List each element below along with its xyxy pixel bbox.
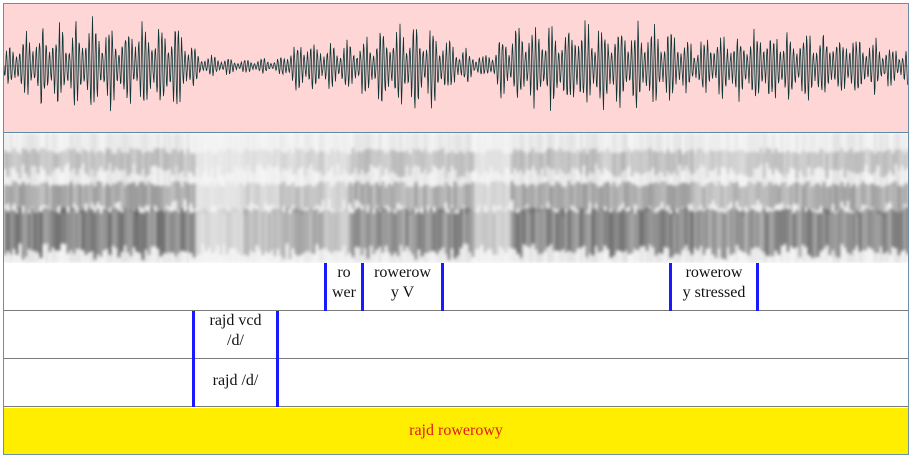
boundary-marker[interactable] xyxy=(756,263,759,311)
label-rowerow-y-stressed[interactable]: rowerow y stressed xyxy=(682,264,746,301)
boundary-marker[interactable] xyxy=(276,359,279,407)
tier-syllable[interactable]: ro wer rowerow y V rowerow y stressed xyxy=(4,263,908,311)
boundary-marker[interactable] xyxy=(669,263,672,311)
waveform-trace xyxy=(4,16,908,112)
boundary-marker[interactable] xyxy=(192,311,195,359)
label-ro-wer[interactable]: ro wer xyxy=(332,264,356,301)
spectrogram-panel[interactable] xyxy=(4,133,908,264)
tier-voicing[interactable]: rajd vcd /d/ xyxy=(4,311,908,359)
sentence-label[interactable]: rajd rowerowy xyxy=(409,422,503,439)
label-rajd-vcd[interactable]: rajd vcd /d/ xyxy=(209,312,262,349)
tier-sentence[interactable]: rajd rowerowy xyxy=(4,408,908,454)
boundary-marker[interactable] xyxy=(192,359,195,407)
tier-phoneme[interactable]: rajd /d/ xyxy=(4,359,908,407)
waveform-panel[interactable] xyxy=(4,4,908,133)
label-rowerow-y-v[interactable]: rowerow y V xyxy=(374,264,431,301)
spectrogram-image xyxy=(4,133,908,263)
praat-textgrid-editor: ro wer rowerow y V rowerow y stressed ra… xyxy=(3,3,909,455)
boundary-marker[interactable] xyxy=(441,263,444,311)
waveform-path xyxy=(4,16,908,112)
boundary-marker[interactable] xyxy=(276,311,279,359)
label-rajd-d[interactable]: rajd /d/ xyxy=(212,372,259,389)
boundary-marker[interactable] xyxy=(361,263,364,311)
boundary-marker[interactable] xyxy=(324,263,327,311)
